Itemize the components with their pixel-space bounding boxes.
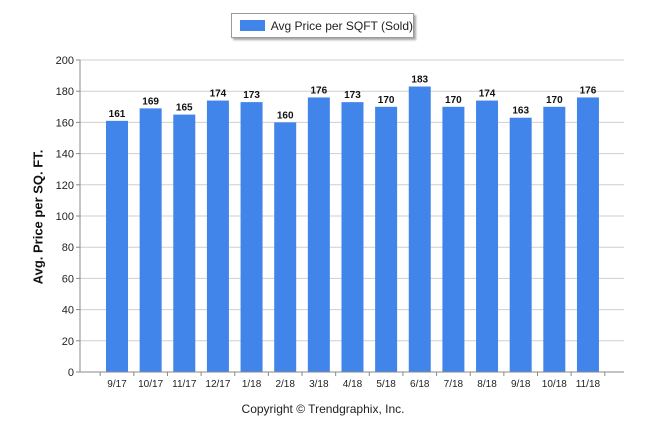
data-label: 173 — [243, 90, 260, 101]
x-tick-label: 12/17 — [205, 379, 230, 390]
data-label: 169 — [142, 96, 159, 107]
bar — [442, 106, 465, 373]
y-tick-label: 40 — [62, 305, 74, 317]
x-tick-label: 10/17 — [138, 379, 163, 390]
x-tick-label: 7/18 — [444, 379, 464, 390]
data-label: 165 — [176, 103, 193, 114]
bar — [139, 108, 162, 373]
y-tick-label: 80 — [62, 242, 74, 254]
x-tick-label: 2/18 — [275, 379, 295, 390]
data-label: 173 — [344, 90, 361, 101]
bar — [576, 97, 599, 372]
x-tick-label: 6/18 — [410, 379, 430, 390]
data-labels: 161 169 165 174 173 160 176 173 170 183 170 174 163 1… — [109, 75, 597, 122]
x-tick-label: 10/18 — [542, 379, 567, 390]
data-label: 160 — [277, 110, 294, 121]
data-label: 176 — [310, 85, 327, 96]
data-label: 163 — [512, 106, 529, 117]
copyright-text: Copyright © Trendgraphix, Inc. — [241, 402, 405, 416]
bar — [375, 106, 398, 373]
bar — [408, 86, 431, 373]
bar — [341, 102, 364, 373]
y-tick-label: 180 — [56, 86, 74, 98]
bar — [240, 102, 263, 373]
x-tick-label: 11/17 — [172, 379, 197, 390]
data-label: 170 — [546, 95, 563, 106]
bar — [307, 97, 330, 372]
x-tick-label: 11/18 — [576, 379, 601, 390]
bar — [206, 100, 229, 372]
data-label: 174 — [479, 89, 496, 100]
x-tick-label: 1/18 — [242, 379, 262, 390]
bar — [509, 117, 532, 372]
y-tick-label: 20 — [62, 336, 74, 348]
legend-swatch — [240, 20, 265, 31]
y-tick-label: 140 — [56, 149, 74, 161]
x-tick-label: 9/18 — [511, 379, 531, 390]
data-label: 174 — [210, 89, 227, 100]
data-label: 161 — [109, 109, 126, 120]
data-label: 170 — [445, 95, 462, 106]
y-tick-label: 60 — [62, 273, 74, 285]
x-tick-label: 3/18 — [309, 379, 329, 390]
data-label: 170 — [378, 95, 395, 106]
bars — [106, 86, 599, 373]
y-tick-label: 0 — [68, 367, 74, 379]
y-tick-label: 100 — [56, 211, 74, 223]
x-tick-label: 8/18 — [477, 379, 497, 390]
legend: Avg Price per SQFT (Sold) — [231, 13, 414, 38]
data-label: 176 — [580, 85, 597, 96]
legend-label: Avg Price per SQFT (Sold) — [270, 18, 413, 33]
bar — [106, 120, 128, 372]
bar — [476, 100, 499, 372]
axes: 0 20 40 60 80 100 120 140 160 180 200 9/17 10/17 11/1… — [56, 55, 624, 390]
x-tick-label: 4/18 — [343, 379, 363, 390]
bar — [173, 114, 196, 372]
y-tick-label: 120 — [56, 180, 74, 192]
x-tick-label: 5/18 — [376, 379, 396, 390]
data-label: 183 — [411, 75, 428, 86]
x-tick-label: 9/17 — [107, 379, 127, 390]
bar — [543, 106, 566, 373]
bar — [274, 122, 297, 373]
y-tick-label: 160 — [56, 117, 74, 129]
y-tick-label: 200 — [56, 55, 74, 67]
